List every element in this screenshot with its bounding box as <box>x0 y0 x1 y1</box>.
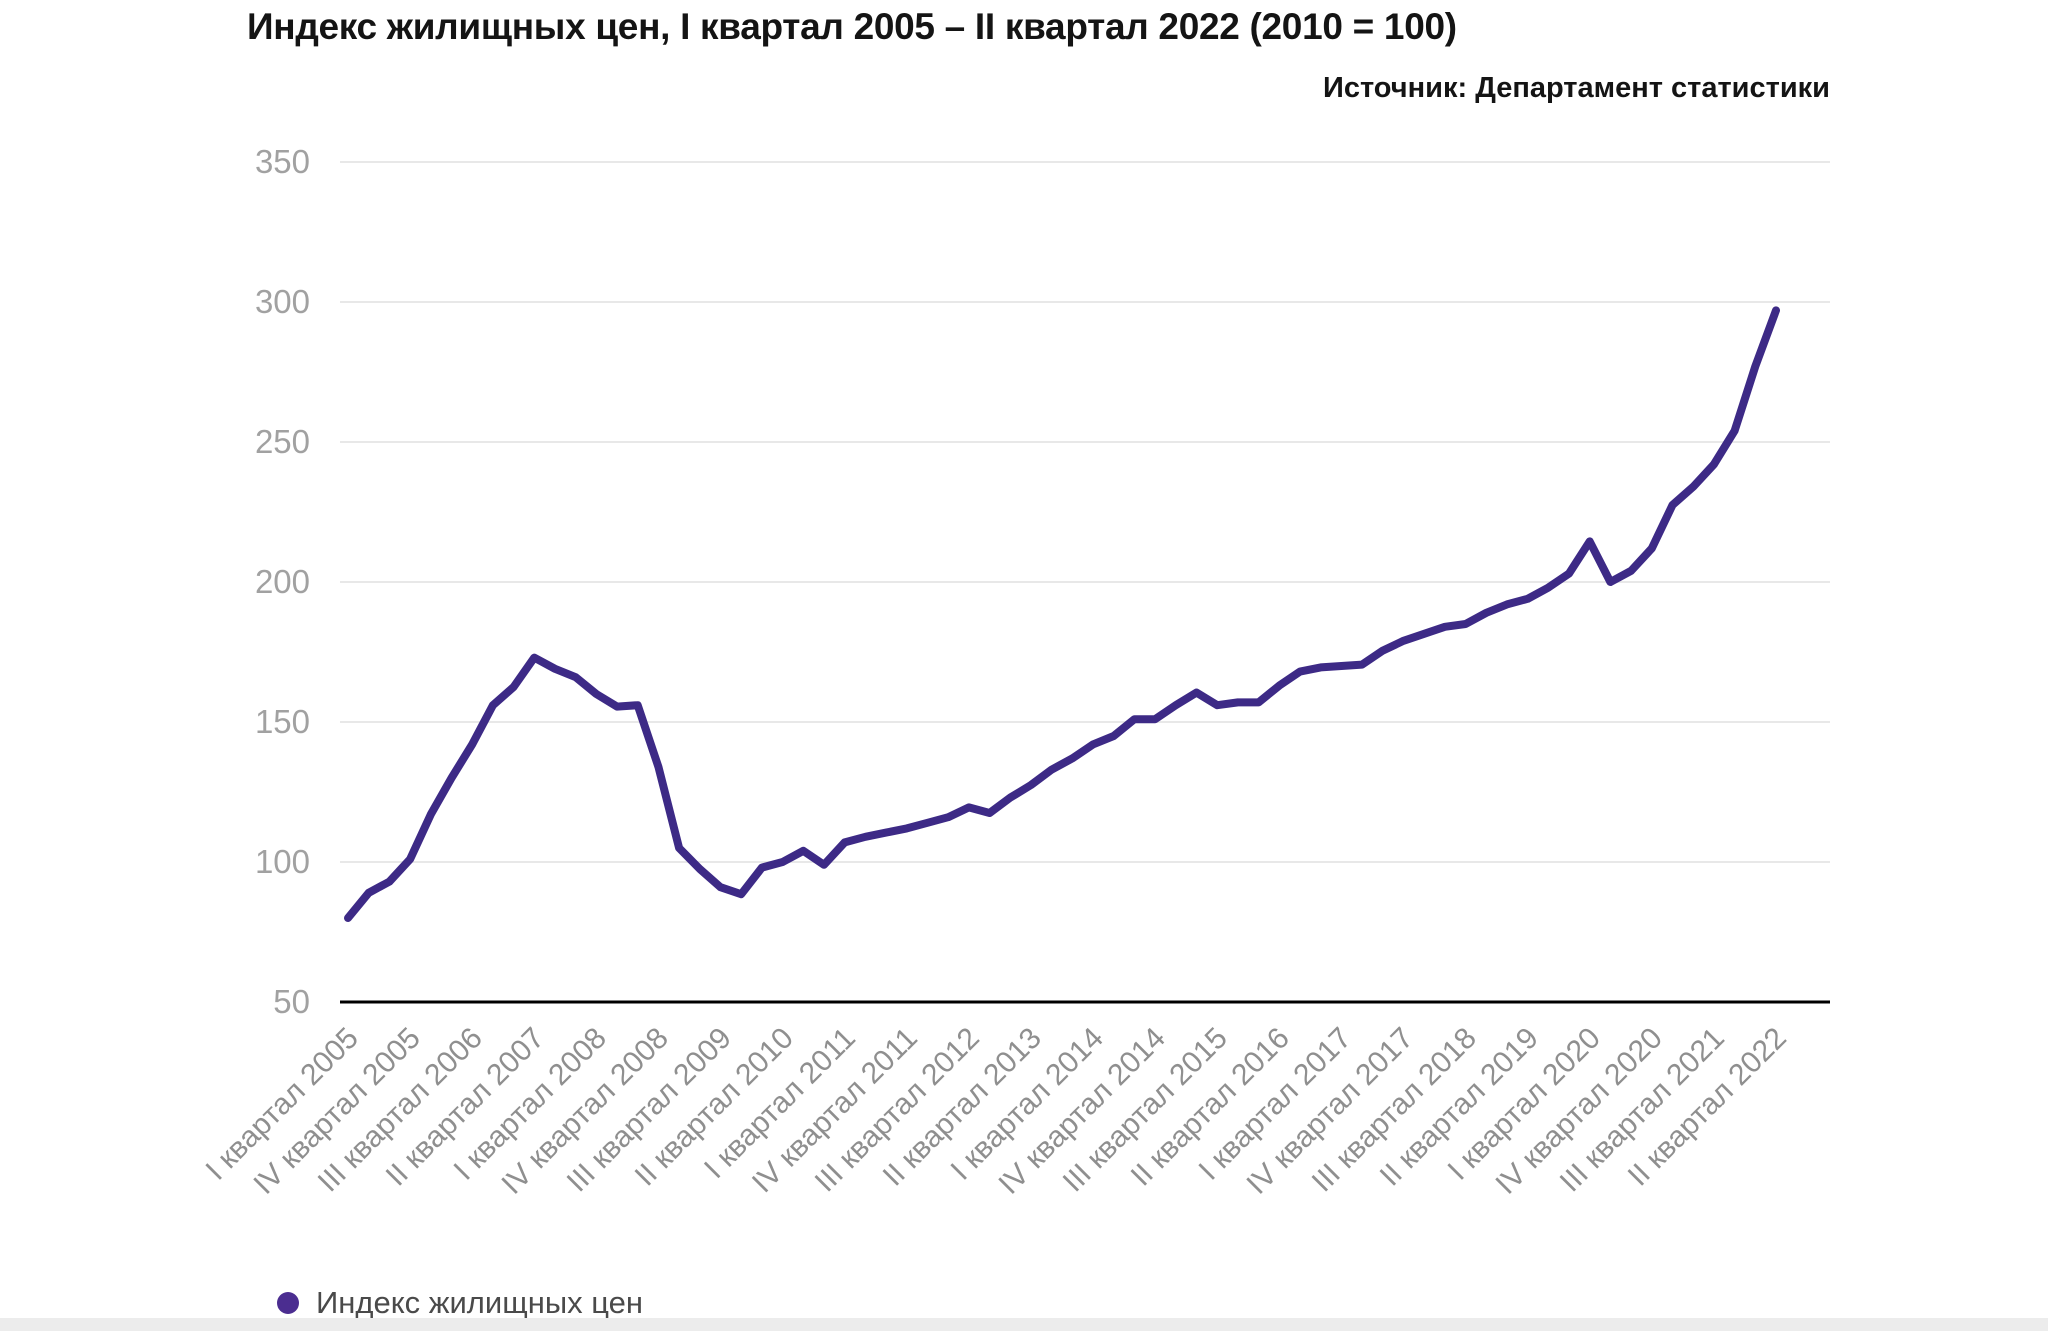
price-index-line <box>344 306 1780 922</box>
source-caption: Источник: Департамент статистики <box>1323 72 1830 104</box>
footer-strip <box>0 1318 2048 1331</box>
y-tick-label-100: 100 <box>254 843 310 880</box>
legend-dot-icon <box>277 1292 299 1314</box>
legend-series-label: Индекс жилищных цен <box>316 1285 643 1320</box>
y-tick-label-150: 150 <box>254 703 310 740</box>
y-tick-label-200: 200 <box>254 563 310 600</box>
y-tick-label-250: 250 <box>254 423 310 460</box>
y-tick-label-50: 50 <box>273 983 310 1020</box>
y-tick-label-300: 300 <box>254 283 310 320</box>
y-tick-label-350: 350 <box>254 143 310 180</box>
page-title: Индекс жилищных цен, I квартал 2005 – II… <box>247 6 1457 47</box>
legend: Индекс жилищных цен <box>277 1283 643 1323</box>
